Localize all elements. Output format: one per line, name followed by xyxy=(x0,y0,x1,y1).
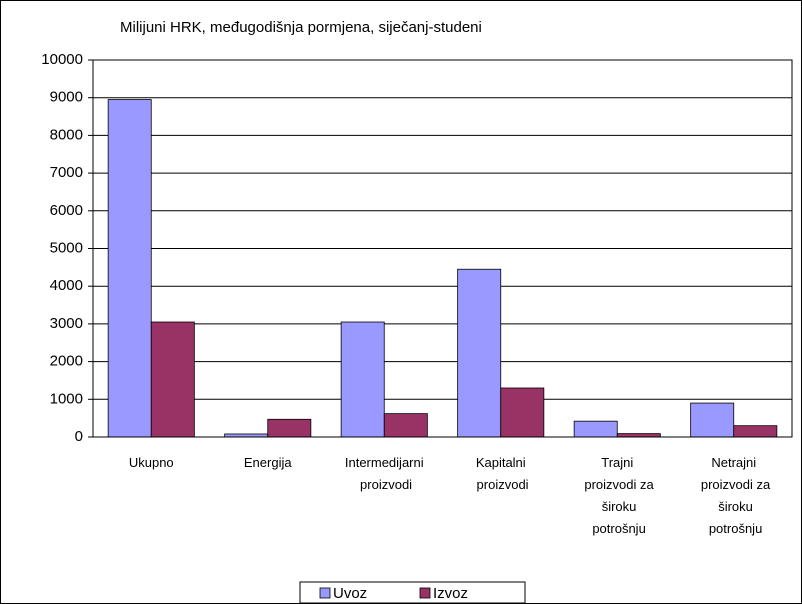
bar xyxy=(690,402,735,438)
legend-swatch xyxy=(419,587,431,599)
bar xyxy=(340,321,385,438)
y-tick-label: 8000 xyxy=(50,126,83,143)
bar xyxy=(267,418,312,438)
x-tick-label: Netrajni proizvodi za široku potrošnju xyxy=(697,455,771,536)
plot-border xyxy=(92,59,793,438)
bar xyxy=(107,99,152,438)
y-tick-label: 4000 xyxy=(50,277,83,294)
y-tick-label: 0 xyxy=(75,428,83,445)
bar xyxy=(500,387,545,438)
legend-label: Uvoz xyxy=(333,585,367,602)
x-tick-label: Energija xyxy=(244,455,292,470)
y-tick-label: 9000 xyxy=(50,89,83,106)
chart-title: Milijuni HRK, međugodišnja pormjena, sij… xyxy=(120,19,482,36)
y-tick-label: 6000 xyxy=(50,202,83,219)
bar xyxy=(733,425,778,438)
y-tick-label: 10000 xyxy=(41,51,83,68)
legend-box xyxy=(299,581,526,604)
legend-label: Izvoz xyxy=(433,585,468,602)
x-tick-label: Ukupno xyxy=(129,455,174,470)
x-tick-label: Kapitalni proizvodi xyxy=(473,455,529,492)
y-tick-label: 5000 xyxy=(50,239,83,256)
bar xyxy=(383,413,428,438)
y-tick-label: 7000 xyxy=(50,164,83,181)
y-tick-label: 1000 xyxy=(50,390,83,407)
bar xyxy=(150,321,195,438)
legend-swatch xyxy=(319,587,331,599)
x-tick-label: Intermedijarni proizvodi xyxy=(345,455,424,492)
y-tick-label: 2000 xyxy=(50,353,83,370)
x-tick-label: Trajni proizvodi za široku potrošnju xyxy=(581,455,655,536)
bar xyxy=(573,420,618,438)
y-tick-label: 3000 xyxy=(50,315,83,332)
bar xyxy=(457,268,502,438)
bar xyxy=(616,433,661,438)
